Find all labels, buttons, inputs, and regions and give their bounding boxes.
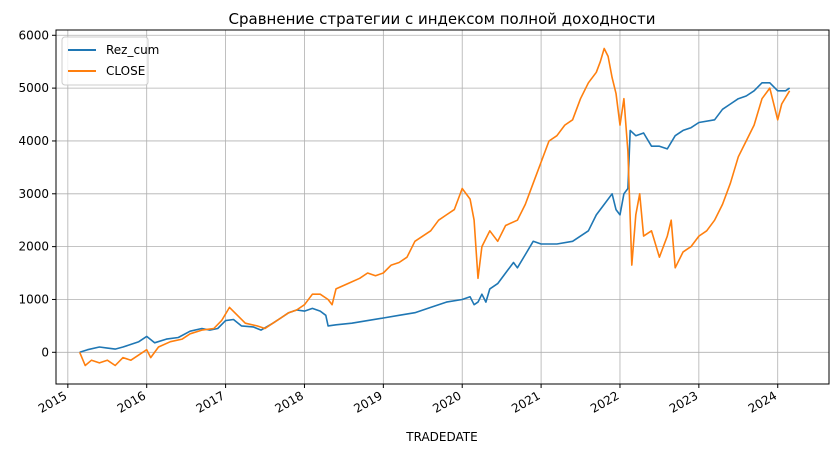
y-tick-label: 5000 [18, 81, 49, 95]
series-line-close [78, 47, 791, 367]
x-tick-label: 2016 [115, 388, 148, 415]
x-tick-label: 2018 [273, 388, 306, 415]
series-layer [78, 47, 791, 367]
x-tick-label: 2015 [36, 388, 69, 415]
x-tick-label: 2021 [509, 388, 542, 415]
x-tick-label: 2019 [351, 388, 384, 415]
x-tick-label: 2023 [667, 388, 700, 415]
x-tick-label: 2017 [194, 388, 227, 415]
y-tick-label: 1000 [18, 292, 49, 306]
x-tick-label: 2020 [430, 388, 463, 415]
grid [56, 30, 829, 384]
chart-title: Сравнение стратегии с индексом полной до… [229, 10, 656, 28]
y-tick-label: 2000 [18, 240, 49, 254]
x-tick-label: 2022 [588, 388, 621, 415]
x-axis: 2015 2016 2017 2018 2019 2020 2021 2022 2023 2024 [36, 384, 779, 416]
y-tick-label: 0 [41, 345, 49, 359]
x-tick-label: 2024 [746, 388, 779, 415]
series-line-rez-cum [79, 82, 791, 354]
x-axis-label: TRADEDATE [405, 430, 477, 444]
legend-label-close: CLOSE [106, 64, 145, 78]
y-tick-label: 3000 [18, 187, 49, 201]
y-axis: 0 1000 2000 3000 4000 5000 6000 [18, 28, 56, 359]
legend: Rez_cum CLOSE [61, 36, 159, 86]
legend-label-rez-cum: Rez_cum [106, 43, 159, 57]
y-tick-label: 6000 [18, 28, 49, 42]
plot-frame [55, 29, 830, 385]
y-tick-label: 4000 [18, 134, 49, 148]
